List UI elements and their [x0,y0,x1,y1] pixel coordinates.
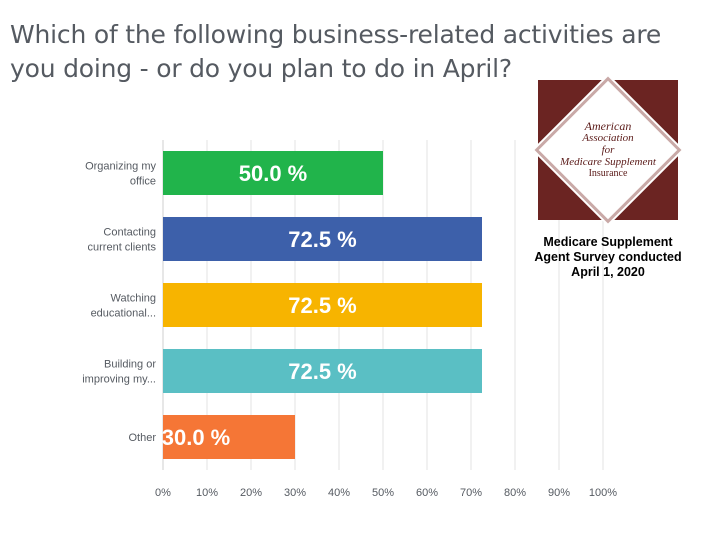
x-tick-label: 70% [460,487,482,499]
category-label: Building or improving my... [82,359,156,386]
logo-line-1: American [584,119,632,133]
category-label-line: Organizing my [85,161,156,173]
x-tick-label: 30% [284,487,306,499]
category-label: Organizing my office [85,161,156,188]
data-label: 72.5 % [288,227,357,252]
logo-line-3: for [601,144,615,156]
category-label-line: current clients [88,242,157,254]
data-label: 72.5 % [288,359,357,384]
bar [163,217,482,261]
x-tick-label: 0% [155,487,171,499]
logo-line-5: Insurance [588,168,628,179]
page-title: Which of the following business-related … [10,20,662,83]
bar [163,349,482,393]
caption-line-3: April 1, 2020 [571,265,645,279]
category-label-line: educational... [91,308,156,320]
x-tick-label: 90% [548,487,570,499]
bar [163,283,482,327]
bar [163,415,295,459]
category-label-line: Building or [104,359,156,371]
category-label-line: office [130,176,156,188]
x-tick-label: 60% [416,487,438,499]
caption-line-1: Medicare Supplement [543,235,673,249]
category-label: Contacting current clients [88,227,157,254]
category-label-line: Other [128,432,156,444]
x-tick-label: 80% [504,487,526,499]
x-tick-label: 50% [372,487,394,499]
logo: American Association for Medicare Supple… [538,80,678,220]
category-label-line: improving my... [82,374,156,386]
caption-line-2: Agent Survey conducted [534,250,682,264]
category-label: Other [128,432,156,444]
logo-line-4: Medicare Supplement [560,156,656,168]
category-label: Watching educational... [91,293,156,320]
bar [163,151,383,195]
x-tick-label: 20% [240,487,262,499]
x-tick-label: 10% [196,487,218,499]
data-label: 72.5 % [288,293,357,318]
data-label: 50.0 % [239,161,308,186]
x-tick-label: 40% [328,487,350,499]
category-label-line: Contacting [103,227,156,239]
category-label-line: Watching [111,293,156,305]
data-label: 30.0 % [162,425,231,450]
logo-text: American Association for Medicare Supple… [548,120,668,180]
survey-caption: Medicare Supplement Agent Survey conduct… [528,235,688,280]
x-tick-label: 100% [589,487,617,499]
logo-line-2: Association [582,132,634,144]
